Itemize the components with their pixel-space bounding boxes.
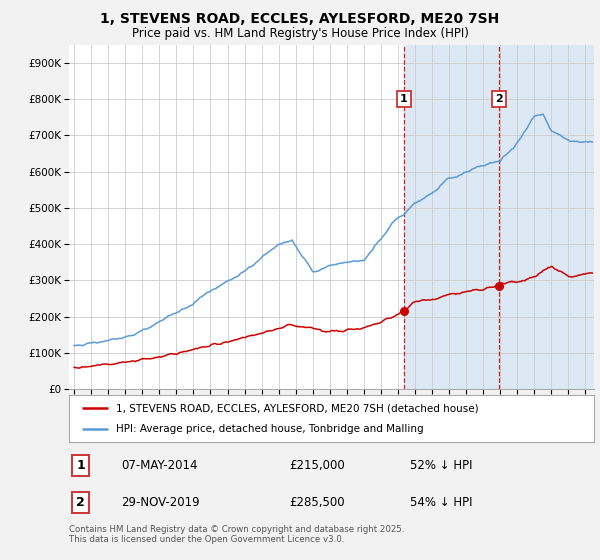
Text: 29-NOV-2019: 29-NOV-2019 — [121, 496, 200, 510]
Text: 54% ↓ HPI: 54% ↓ HPI — [410, 496, 473, 510]
Text: £285,500: £285,500 — [290, 496, 345, 510]
Text: £215,000: £215,000 — [290, 459, 345, 472]
Text: Price paid vs. HM Land Registry's House Price Index (HPI): Price paid vs. HM Land Registry's House … — [131, 27, 469, 40]
Text: HPI: Average price, detached house, Tonbridge and Malling: HPI: Average price, detached house, Tonb… — [116, 424, 424, 434]
Text: 1: 1 — [400, 94, 408, 104]
Text: 07-MAY-2014: 07-MAY-2014 — [121, 459, 198, 472]
Text: 2: 2 — [76, 496, 85, 510]
Text: 1, STEVENS ROAD, ECCLES, AYLESFORD, ME20 7SH (detached house): 1, STEVENS ROAD, ECCLES, AYLESFORD, ME20… — [116, 403, 479, 413]
Text: This data is licensed under the Open Government Licence v3.0.: This data is licensed under the Open Gov… — [69, 535, 344, 544]
Text: Contains HM Land Registry data © Crown copyright and database right 2025.: Contains HM Land Registry data © Crown c… — [69, 525, 404, 534]
Text: 1, STEVENS ROAD, ECCLES, AYLESFORD, ME20 7SH: 1, STEVENS ROAD, ECCLES, AYLESFORD, ME20… — [100, 12, 500, 26]
Bar — [404, 45, 499, 389]
Text: 1: 1 — [76, 459, 85, 472]
Bar — [499, 45, 594, 389]
Text: 52% ↓ HPI: 52% ↓ HPI — [410, 459, 473, 472]
Text: 2: 2 — [495, 94, 503, 104]
